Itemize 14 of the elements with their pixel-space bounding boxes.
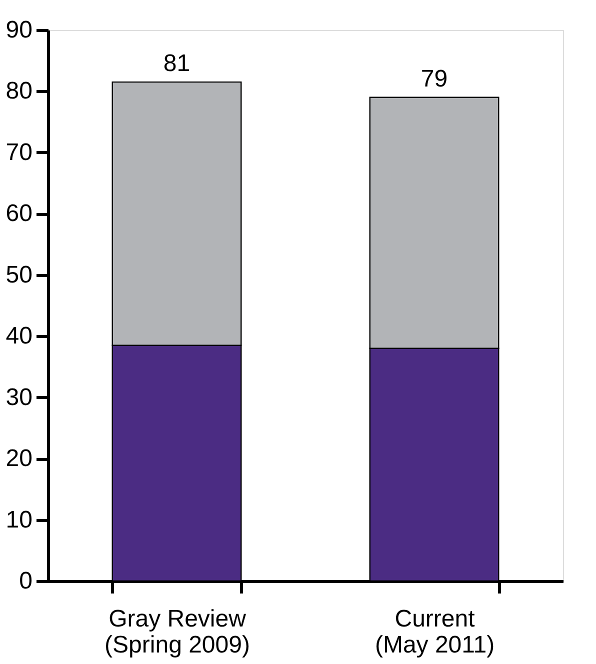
y-tick-label: 80 [6, 78, 32, 105]
y-tick-label: 10 [6, 506, 32, 534]
y-tick-label: 30 [6, 384, 32, 411]
y-tick-label: 60 [6, 200, 32, 228]
total-label: 81 [163, 50, 190, 78]
y-tick-label: 90 [6, 16, 32, 44]
x-tick-label: Gray Review (Spring 2009) [104, 606, 250, 658]
x-tick-label: Current (May 2011) [374, 606, 495, 658]
y-tick-label: 20 [6, 445, 32, 472]
y-tick-label: 50 [6, 261, 32, 288]
y-tick-label: 40 [6, 322, 32, 350]
y-tick-label: 0 [19, 568, 32, 594]
total-label: 79 [420, 65, 448, 92]
y-tick-label: 70 [6, 138, 32, 166]
